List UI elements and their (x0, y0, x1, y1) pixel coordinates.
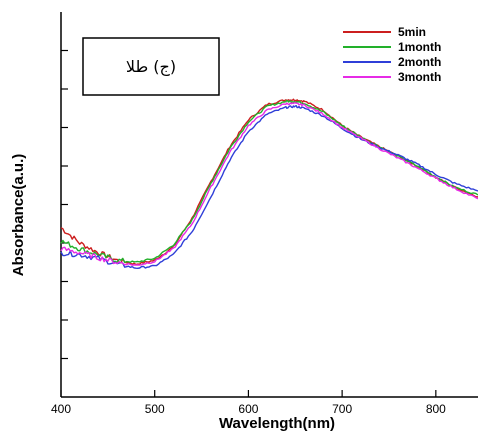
legend-label-5min: 5min (398, 25, 426, 39)
x-axis-ticks: 400 500 600 700 800 (51, 390, 446, 416)
legend-label-1month: 1month (398, 40, 441, 54)
series-line-5min (60, 98, 478, 266)
x-axis-title: Wavelength(nm) (219, 415, 335, 432)
x-tick-label: 500 (145, 402, 165, 416)
series-line-3month (60, 102, 478, 266)
x-tick-label: 400 (51, 402, 71, 416)
x-tick-label: 700 (332, 402, 352, 416)
series-layer (60, 98, 478, 269)
annotation-frame (82, 37, 220, 96)
legend-label-2month: 2month (398, 55, 441, 69)
series-line-2month (60, 104, 478, 269)
annotation-box: (ج) طلا (82, 37, 220, 96)
series-line-1month (60, 99, 478, 263)
x-tick-label: 600 (238, 402, 258, 416)
legend-label-3month: 3month (398, 70, 441, 84)
y-axis-ticks (61, 49, 68, 360)
annotation-label: (ج) طلا (126, 57, 176, 77)
y-axis-title: Absorbance(a.u.) (10, 154, 27, 277)
x-tick-label: 800 (426, 402, 446, 416)
